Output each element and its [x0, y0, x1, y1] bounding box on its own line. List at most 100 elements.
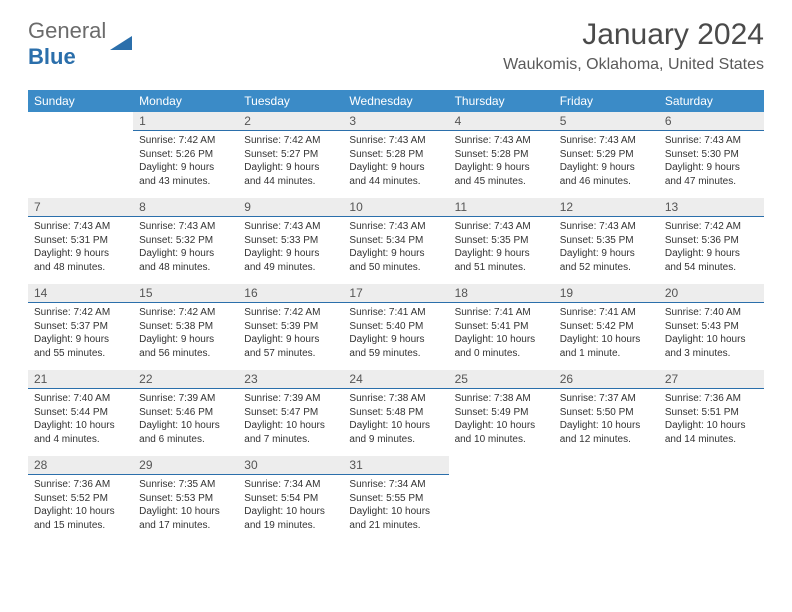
calendar-week-row: 7Sunrise: 7:43 AMSunset: 5:31 PMDaylight…: [28, 198, 764, 284]
day-data: Sunrise: 7:34 AMSunset: 5:54 PMDaylight:…: [238, 475, 343, 536]
brand-logo: General Blue: [28, 18, 136, 70]
day-data: Sunrise: 7:38 AMSunset: 5:48 PMDaylight:…: [343, 389, 448, 450]
day-data: Sunrise: 7:43 AMSunset: 5:28 PMDaylight:…: [449, 131, 554, 192]
day-number: 29: [133, 456, 238, 475]
day-data: Sunrise: 7:34 AMSunset: 5:55 PMDaylight:…: [343, 475, 448, 536]
day-number: 23: [238, 370, 343, 389]
calendar-table: SundayMondayTuesdayWednesdayThursdayFrid…: [28, 90, 764, 542]
day-number: 28: [28, 456, 133, 475]
calendar-body: 1Sunrise: 7:42 AMSunset: 5:26 PMDaylight…: [28, 112, 764, 542]
day-data: Sunrise: 7:43 AMSunset: 5:31 PMDaylight:…: [28, 217, 133, 278]
day-data: Sunrise: 7:42 AMSunset: 5:39 PMDaylight:…: [238, 303, 343, 364]
day-number: 4: [449, 112, 554, 131]
day-number: 10: [343, 198, 448, 217]
day-number: 2: [238, 112, 343, 131]
day-data: Sunrise: 7:43 AMSunset: 5:35 PMDaylight:…: [449, 217, 554, 278]
day-data: Sunrise: 7:42 AMSunset: 5:36 PMDaylight:…: [659, 217, 764, 278]
calendar-empty-cell: [659, 456, 764, 542]
day-data: Sunrise: 7:41 AMSunset: 5:40 PMDaylight:…: [343, 303, 448, 364]
day-data: Sunrise: 7:43 AMSunset: 5:30 PMDaylight:…: [659, 131, 764, 192]
day-number: 1: [133, 112, 238, 131]
day-number: 26: [554, 370, 659, 389]
day-number: 19: [554, 284, 659, 303]
calendar-day-cell: 2Sunrise: 7:42 AMSunset: 5:27 PMDaylight…: [238, 112, 343, 198]
calendar-day-cell: 31Sunrise: 7:34 AMSunset: 5:55 PMDayligh…: [343, 456, 448, 542]
day-number: 22: [133, 370, 238, 389]
calendar-empty-cell: [28, 112, 133, 198]
day-data: Sunrise: 7:43 AMSunset: 5:28 PMDaylight:…: [343, 131, 448, 192]
day-number: 14: [28, 284, 133, 303]
day-data: Sunrise: 7:40 AMSunset: 5:43 PMDaylight:…: [659, 303, 764, 364]
calendar-day-cell: 28Sunrise: 7:36 AMSunset: 5:52 PMDayligh…: [28, 456, 133, 542]
weekday-header: Thursday: [449, 90, 554, 112]
calendar-day-cell: 18Sunrise: 7:41 AMSunset: 5:41 PMDayligh…: [449, 284, 554, 370]
title-block: January 2024 Waukomis, Oklahoma, United …: [503, 18, 764, 74]
calendar-day-cell: 26Sunrise: 7:37 AMSunset: 5:50 PMDayligh…: [554, 370, 659, 456]
day-number: 7: [28, 198, 133, 217]
day-data: Sunrise: 7:41 AMSunset: 5:41 PMDaylight:…: [449, 303, 554, 364]
calendar-day-cell: 8Sunrise: 7:43 AMSunset: 5:32 PMDaylight…: [133, 198, 238, 284]
weekday-header: Wednesday: [343, 90, 448, 112]
day-data: Sunrise: 7:43 AMSunset: 5:29 PMDaylight:…: [554, 131, 659, 192]
calendar-empty-cell: [449, 456, 554, 542]
calendar-day-cell: 11Sunrise: 7:43 AMSunset: 5:35 PMDayligh…: [449, 198, 554, 284]
day-number: 6: [659, 112, 764, 131]
calendar-day-cell: 16Sunrise: 7:42 AMSunset: 5:39 PMDayligh…: [238, 284, 343, 370]
calendar-day-cell: 6Sunrise: 7:43 AMSunset: 5:30 PMDaylight…: [659, 112, 764, 198]
calendar-day-cell: 21Sunrise: 7:40 AMSunset: 5:44 PMDayligh…: [28, 370, 133, 456]
calendar-day-cell: 13Sunrise: 7:42 AMSunset: 5:36 PMDayligh…: [659, 198, 764, 284]
weekday-header: Tuesday: [238, 90, 343, 112]
day-data: Sunrise: 7:43 AMSunset: 5:32 PMDaylight:…: [133, 217, 238, 278]
day-number: 18: [449, 284, 554, 303]
calendar-day-cell: 3Sunrise: 7:43 AMSunset: 5:28 PMDaylight…: [343, 112, 448, 198]
day-data: Sunrise: 7:43 AMSunset: 5:34 PMDaylight:…: [343, 217, 448, 278]
weekday-header: Friday: [554, 90, 659, 112]
day-number: 3: [343, 112, 448, 131]
day-number: 15: [133, 284, 238, 303]
calendar-day-cell: 27Sunrise: 7:36 AMSunset: 5:51 PMDayligh…: [659, 370, 764, 456]
day-data: Sunrise: 7:39 AMSunset: 5:47 PMDaylight:…: [238, 389, 343, 450]
weekday-header: Saturday: [659, 90, 764, 112]
calendar-day-cell: 12Sunrise: 7:43 AMSunset: 5:35 PMDayligh…: [554, 198, 659, 284]
day-number: 31: [343, 456, 448, 475]
calendar-day-cell: 23Sunrise: 7:39 AMSunset: 5:47 PMDayligh…: [238, 370, 343, 456]
calendar-day-cell: 4Sunrise: 7:43 AMSunset: 5:28 PMDaylight…: [449, 112, 554, 198]
calendar-day-cell: 25Sunrise: 7:38 AMSunset: 5:49 PMDayligh…: [449, 370, 554, 456]
day-number: 13: [659, 198, 764, 217]
calendar-day-cell: 20Sunrise: 7:40 AMSunset: 5:43 PMDayligh…: [659, 284, 764, 370]
calendar-day-cell: 5Sunrise: 7:43 AMSunset: 5:29 PMDaylight…: [554, 112, 659, 198]
day-number: 25: [449, 370, 554, 389]
day-number: 24: [343, 370, 448, 389]
day-data: Sunrise: 7:43 AMSunset: 5:33 PMDaylight:…: [238, 217, 343, 278]
brand-text-2: Blue: [28, 44, 76, 69]
day-number: 16: [238, 284, 343, 303]
calendar-day-cell: 7Sunrise: 7:43 AMSunset: 5:31 PMDaylight…: [28, 198, 133, 284]
day-number: 11: [449, 198, 554, 217]
header: General Blue January 2024 Waukomis, Okla…: [0, 0, 792, 82]
calendar-day-cell: 1Sunrise: 7:42 AMSunset: 5:26 PMDaylight…: [133, 112, 238, 198]
calendar-day-cell: 29Sunrise: 7:35 AMSunset: 5:53 PMDayligh…: [133, 456, 238, 542]
day-data: Sunrise: 7:36 AMSunset: 5:51 PMDaylight:…: [659, 389, 764, 450]
calendar-week-row: 14Sunrise: 7:42 AMSunset: 5:37 PMDayligh…: [28, 284, 764, 370]
calendar-day-cell: 9Sunrise: 7:43 AMSunset: 5:33 PMDaylight…: [238, 198, 343, 284]
weekday-header: Sunday: [28, 90, 133, 112]
day-data: Sunrise: 7:39 AMSunset: 5:46 PMDaylight:…: [133, 389, 238, 450]
weekday-header: Monday: [133, 90, 238, 112]
month-title: January 2024: [503, 18, 764, 52]
calendar-day-cell: 24Sunrise: 7:38 AMSunset: 5:48 PMDayligh…: [343, 370, 448, 456]
day-data: Sunrise: 7:40 AMSunset: 5:44 PMDaylight:…: [28, 389, 133, 450]
day-number: 17: [343, 284, 448, 303]
weekday-header-row: SundayMondayTuesdayWednesdayThursdayFrid…: [28, 90, 764, 112]
day-data: Sunrise: 7:41 AMSunset: 5:42 PMDaylight:…: [554, 303, 659, 364]
calendar-week-row: 1Sunrise: 7:42 AMSunset: 5:26 PMDaylight…: [28, 112, 764, 198]
day-data: Sunrise: 7:42 AMSunset: 5:26 PMDaylight:…: [133, 131, 238, 192]
day-data: Sunrise: 7:38 AMSunset: 5:49 PMDaylight:…: [449, 389, 554, 450]
day-data: Sunrise: 7:42 AMSunset: 5:38 PMDaylight:…: [133, 303, 238, 364]
day-number: 27: [659, 370, 764, 389]
calendar-week-row: 28Sunrise: 7:36 AMSunset: 5:52 PMDayligh…: [28, 456, 764, 542]
day-number: 9: [238, 198, 343, 217]
calendar-empty-cell: [554, 456, 659, 542]
calendar-day-cell: 19Sunrise: 7:41 AMSunset: 5:42 PMDayligh…: [554, 284, 659, 370]
calendar-day-cell: 10Sunrise: 7:43 AMSunset: 5:34 PMDayligh…: [343, 198, 448, 284]
day-number: 5: [554, 112, 659, 131]
